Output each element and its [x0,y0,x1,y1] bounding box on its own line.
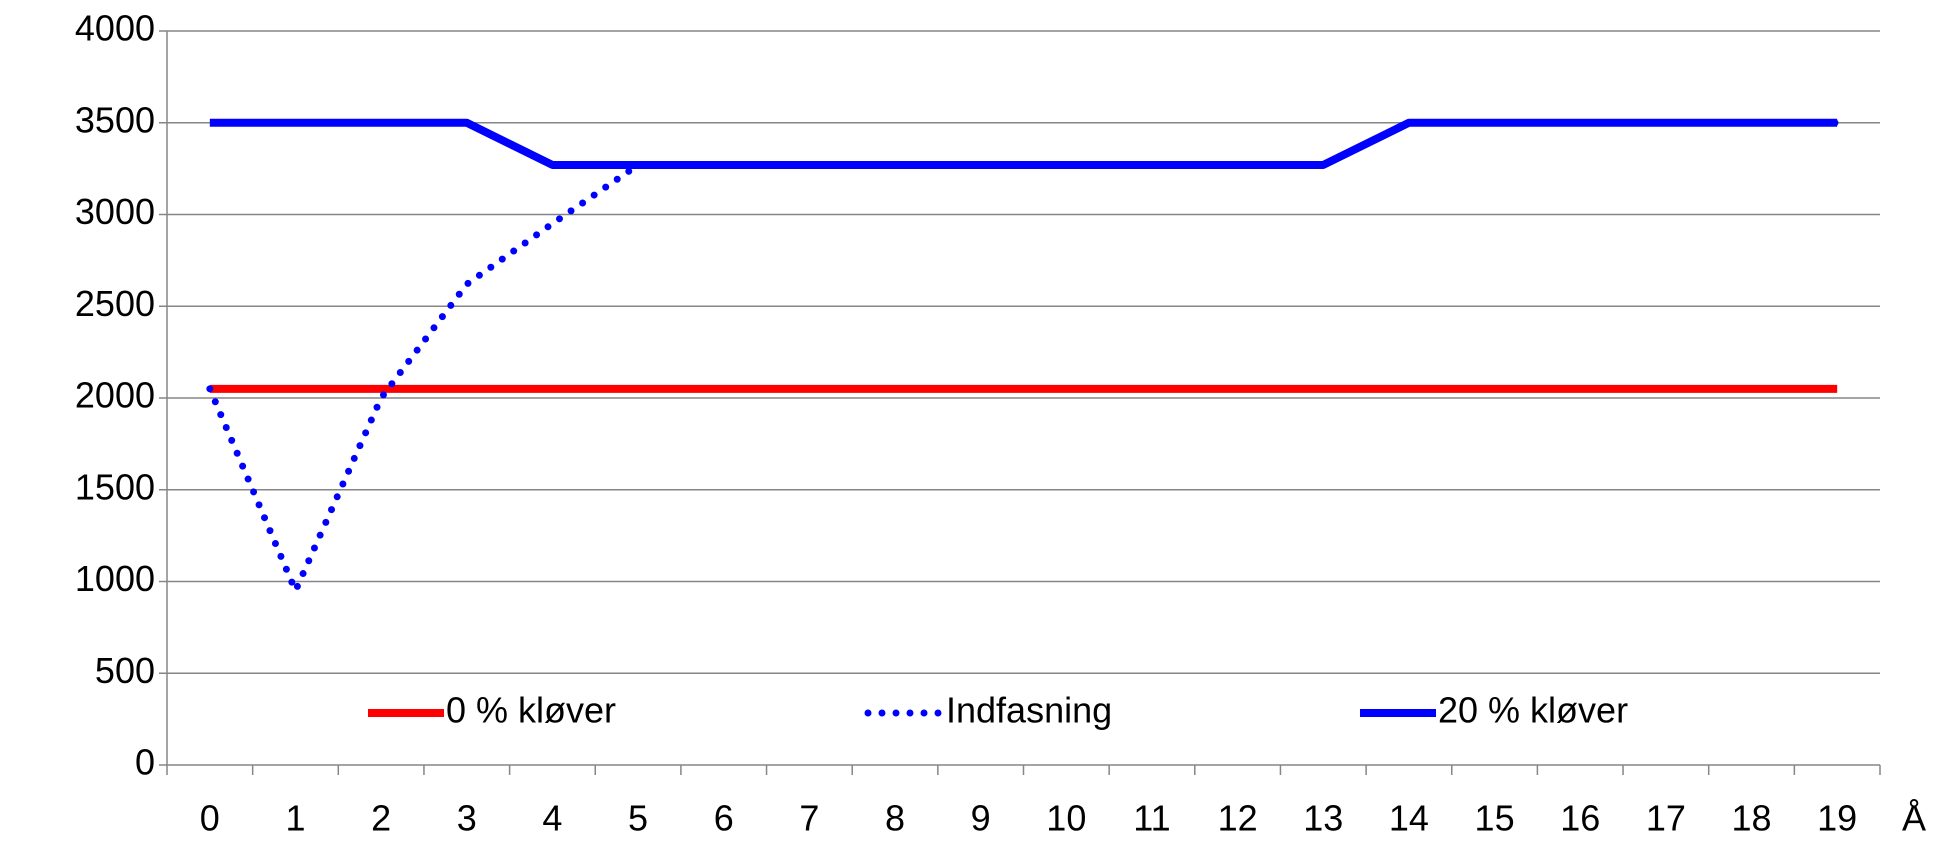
x-tick-label: 5 [628,798,648,839]
legend-label: 20 % kløver [1438,690,1628,731]
x-tick-label: 14 [1389,798,1429,839]
legend-label: Indfasning [946,690,1112,731]
x-tick-label: 2 [371,798,391,839]
x-tick-label: 6 [714,798,734,839]
x-tick-label: 8 [885,798,905,839]
x-tick-label: 4 [542,798,562,839]
x-tick-label: 17 [1646,798,1686,839]
x-tick-label: 10 [1046,798,1086,839]
series-line [206,119,1841,595]
x-tick-label: 19 [1817,798,1857,839]
x-tick-label: 15 [1475,798,1515,839]
x-tick-label: 16 [1560,798,1600,839]
y-tick-label: 3500 [75,99,155,140]
x-axis-label: Å [1902,798,1926,839]
y-tick-label: 1000 [75,558,155,599]
y-tick-label: 500 [95,650,155,691]
x-tick-label: 3 [457,798,477,839]
series-line [209,118,1838,169]
x-tick-label: 9 [971,798,991,839]
x-tick-label: 13 [1303,798,1343,839]
x-tick-label: 11 [1133,798,1170,839]
legend-label: 0 % kløver [446,690,616,731]
x-tick-label: 12 [1218,798,1258,839]
y-tick-label: 1500 [75,466,155,507]
y-tick-label: 3000 [75,191,155,232]
y-tick-label: 2000 [75,375,155,416]
x-tick-label: 0 [200,798,220,839]
x-tick-label: 18 [1732,798,1772,839]
y-tick-label: 0 [135,742,155,783]
y-tick-label: 2500 [75,283,155,324]
x-tick-label: 7 [799,798,819,839]
x-tick-label: 1 [285,798,305,839]
y-tick-label: 4000 [75,8,155,49]
